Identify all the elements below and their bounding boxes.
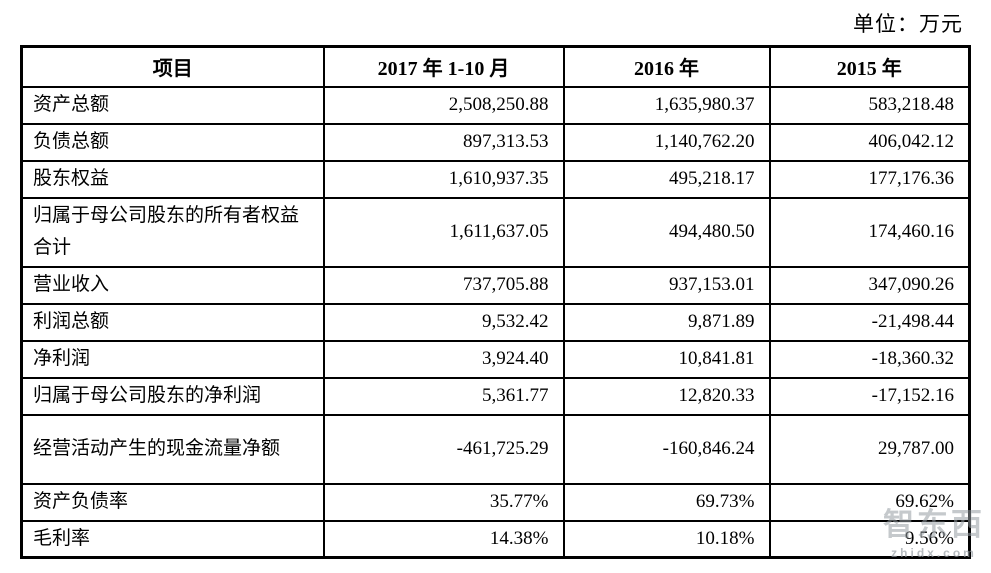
cell-value: -461,725.29 bbox=[322, 413, 565, 485]
cell-value: 10,841.81 bbox=[562, 339, 771, 379]
cell-value: 9.56% bbox=[768, 519, 971, 559]
cell-value: 937,153.01 bbox=[562, 265, 771, 305]
row-label: 资产负债率 bbox=[20, 482, 325, 522]
table-row: 营业收入 737,705.88 937,153.01 347,090.26 bbox=[20, 265, 971, 305]
cell-value: 9,871.89 bbox=[562, 302, 771, 342]
cell-value: 5,361.77 bbox=[322, 376, 565, 416]
row-label: 经营活动产生的现金流量净额 bbox=[20, 413, 325, 485]
table-row: 股东权益 1,610,937.35 495,218.17 177,176.36 bbox=[20, 159, 971, 199]
cell-value: 9,532.42 bbox=[322, 302, 565, 342]
cell-value: 69.62% bbox=[768, 482, 971, 522]
column-header-2017: 2017 年 1-10 月 bbox=[322, 45, 565, 88]
cell-value: -160,846.24 bbox=[562, 413, 771, 485]
table-row: 毛利率 14.38% 10.18% 9.56% bbox=[20, 519, 971, 559]
table-row: 归属于母公司股东的所有者权益合计 1,611,637.05 494,480.50… bbox=[20, 196, 971, 268]
cell-value: 3,924.40 bbox=[322, 339, 565, 379]
cell-value: 1,140,762.20 bbox=[562, 122, 771, 162]
column-header-2015: 2015 年 bbox=[768, 45, 971, 88]
row-label: 股东权益 bbox=[20, 159, 325, 199]
column-header-item: 项目 bbox=[20, 45, 325, 88]
cell-value: 174,460.16 bbox=[768, 196, 971, 268]
row-label: 净利润 bbox=[20, 339, 325, 379]
table-row: 资产负债率 35.77% 69.73% 69.62% bbox=[20, 482, 971, 522]
cell-value: 494,480.50 bbox=[562, 196, 771, 268]
cell-value: 1,610,937.35 bbox=[322, 159, 565, 199]
cell-value: 583,218.48 bbox=[768, 85, 971, 125]
cell-value: 69.73% bbox=[562, 482, 771, 522]
cell-value: 29,787.00 bbox=[768, 413, 971, 485]
cell-value: 495,218.17 bbox=[562, 159, 771, 199]
cell-value: 10.18% bbox=[562, 519, 771, 559]
cell-value: 35.77% bbox=[322, 482, 565, 522]
cell-value: 1,611,637.05 bbox=[322, 196, 565, 268]
table-row: 负债总额 897,313.53 1,140,762.20 406,042.12 bbox=[20, 122, 971, 162]
cell-value: 897,313.53 bbox=[322, 122, 565, 162]
financial-summary-table: 项目 2017 年 1-10 月 2016 年 2015 年 资产总额 2,50… bbox=[20, 45, 971, 559]
cell-value: 12,820.33 bbox=[562, 376, 771, 416]
cell-value: -18,360.32 bbox=[768, 339, 971, 379]
cell-value: 14.38% bbox=[322, 519, 565, 559]
table-row: 利润总额 9,532.42 9,871.89 -21,498.44 bbox=[20, 302, 971, 342]
unit-note: 单位：万元 bbox=[853, 12, 963, 36]
cell-value: -17,152.16 bbox=[768, 376, 971, 416]
table-row: 经营活动产生的现金流量净额 -461,725.29 -160,846.24 29… bbox=[20, 413, 971, 485]
row-label: 归属于母公司股东的所有者权益合计 bbox=[20, 196, 325, 268]
row-label: 资产总额 bbox=[20, 85, 325, 125]
cell-value: 1,635,980.37 bbox=[562, 85, 771, 125]
cell-value: 177,176.36 bbox=[768, 159, 971, 199]
row-label: 利润总额 bbox=[20, 302, 325, 342]
cell-value: 737,705.88 bbox=[322, 265, 565, 305]
row-label: 营业收入 bbox=[20, 265, 325, 305]
table-row: 资产总额 2,508,250.88 1,635,980.37 583,218.4… bbox=[20, 85, 971, 125]
row-label: 归属于母公司股东的净利润 bbox=[20, 376, 325, 416]
table-header-row: 项目 2017 年 1-10 月 2016 年 2015 年 bbox=[20, 45, 971, 88]
cell-value: 347,090.26 bbox=[768, 265, 971, 305]
row-label: 毛利率 bbox=[20, 519, 325, 559]
cell-value: 406,042.12 bbox=[768, 122, 971, 162]
cell-value: -21,498.44 bbox=[768, 302, 971, 342]
row-label: 负债总额 bbox=[20, 122, 325, 162]
column-header-2016: 2016 年 bbox=[562, 45, 771, 88]
table-row: 净利润 3,924.40 10,841.81 -18,360.32 bbox=[20, 339, 971, 379]
cell-value: 2,508,250.88 bbox=[322, 85, 565, 125]
table-row: 归属于母公司股东的净利润 5,361.77 12,820.33 -17,152.… bbox=[20, 376, 971, 416]
